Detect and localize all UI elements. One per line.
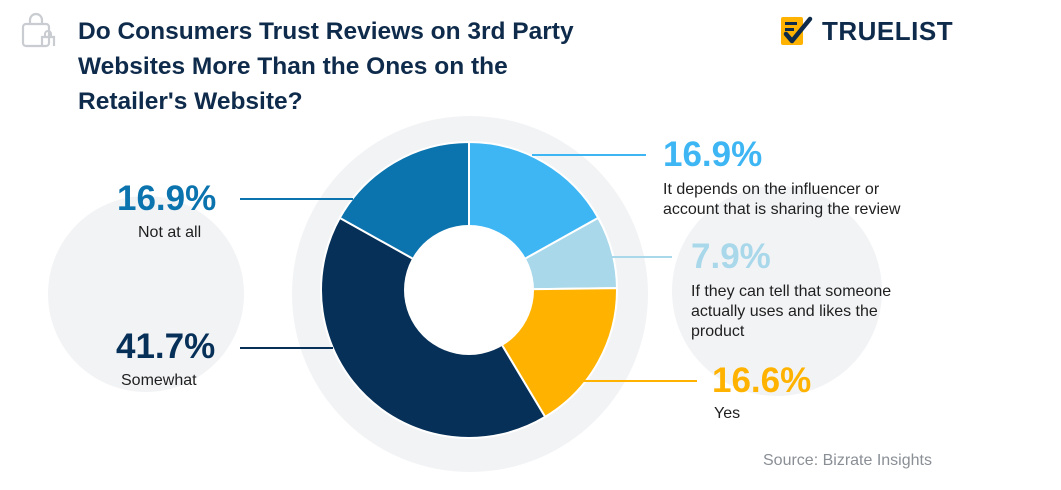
donut-hole — [404, 225, 534, 355]
brand-logo: TRUELIST — [778, 14, 953, 48]
slice-label-not-at-all: Not at all — [138, 224, 202, 241]
source-note: Source: Bizrate Insights — [763, 452, 932, 469]
slice-label-if-they-can-tell: If they can tell that someone actually u… — [691, 283, 892, 340]
slice-value-not-at-all: 16.9% — [117, 179, 217, 218]
checklist-icon — [781, 16, 813, 45]
slice-value-if-they-can-tell: 7.9% — [691, 237, 771, 276]
brand-name: TRUELIST — [822, 15, 954, 46]
title-line-1: Do Consumers Trust Reviews on 3rd Party — [78, 18, 574, 45]
background-circle-left — [48, 196, 244, 392]
title-line-3: Retailer's Website? — [78, 88, 303, 115]
slice-label-yes: Yes — [714, 405, 741, 422]
slice-value-somewhat: 41.7% — [116, 327, 216, 366]
chart-title: Do Consumers Trust Reviews on 3rd Party … — [78, 14, 718, 119]
title-line-2: Websites More Than the Ones on the — [78, 53, 508, 80]
background-circle-right — [672, 186, 882, 396]
slice-value-it-depends: 16.9% — [663, 135, 763, 174]
slice-value-yes: 16.6% — [712, 361, 812, 400]
slice-label-it-depends: It depends on the influencer or account … — [663, 181, 901, 218]
slice-label-somewhat: Somewhat — [121, 372, 197, 389]
shopping-bag-icon — [21, 12, 56, 48]
